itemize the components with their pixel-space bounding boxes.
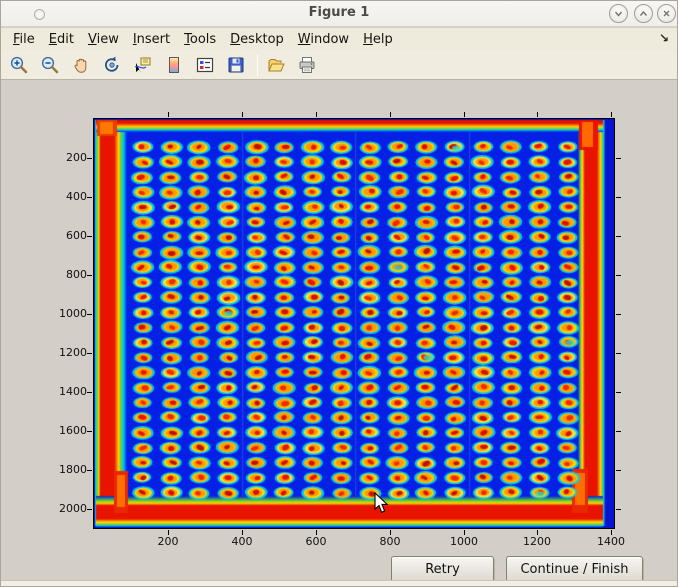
x-tick-top [168, 112, 169, 117]
y-tick [87, 197, 92, 198]
colorbar-icon[interactable] [162, 53, 186, 77]
y-tick-label: 1600 [59, 424, 87, 437]
y-tick [87, 392, 92, 393]
close-button[interactable] [657, 4, 676, 23]
y-tick [87, 353, 92, 354]
zoom-out-icon[interactable] [38, 53, 62, 77]
plate-heatmap-canvas[interactable] [94, 119, 614, 528]
x-tick-label: 400 [231, 535, 253, 548]
x-tick-label: 200 [157, 535, 179, 548]
x-tick-label: 1400 [597, 535, 625, 548]
y-tick-label: 1400 [59, 385, 87, 398]
y-tick [87, 470, 92, 471]
chevron-down-icon [614, 11, 623, 17]
x-tick-label: 800 [379, 535, 401, 548]
y-tick-label: 2000 [59, 502, 87, 515]
menu-item-tools[interactable]: Tools [184, 31, 217, 47]
x-tick-top [390, 112, 391, 117]
toolbar [1, 50, 677, 80]
y-tick-label: 800 [66, 268, 87, 281]
y-tick-right [616, 509, 621, 510]
window-title: Figure 1 [308, 5, 370, 20]
rotate-3d-icon[interactable] [100, 53, 124, 77]
minimize-button[interactable] [609, 4, 628, 23]
y-tick-right [616, 197, 621, 198]
menu-item-desktop[interactable]: Desktop [230, 31, 284, 47]
chevron-up-icon [639, 10, 648, 16]
retry-button[interactable]: Retry [391, 556, 494, 582]
save-icon[interactable] [224, 53, 248, 77]
x-tick [390, 530, 391, 535]
data-cursor-icon[interactable] [131, 53, 155, 77]
toolbar-separator [257, 53, 258, 76]
y-tick-right [616, 470, 621, 471]
window-bottom-edge [1, 580, 677, 586]
dock-figure-icon[interactable]: ↘ [658, 31, 669, 45]
y-tick-label: 400 [66, 190, 87, 203]
menubar: File Edit View Insert Tools Desktop Window Help… [1, 28, 677, 50]
x-tick-top [464, 112, 465, 117]
y-tick [87, 275, 92, 276]
x-tick-top [537, 112, 538, 117]
y-tick-label: 600 [66, 229, 87, 242]
x-tick [168, 530, 169, 535]
x-tick-top [316, 112, 317, 117]
plot-axes[interactable] [93, 118, 615, 529]
zoom-in-icon[interactable] [7, 53, 31, 77]
close-icon [663, 10, 670, 17]
legend-icon[interactable] [193, 53, 217, 77]
x-tick [537, 530, 538, 535]
y-tick [87, 236, 92, 237]
menu-item-edit[interactable]: Edit [48, 31, 74, 47]
menu-item-file[interactable]: File [13, 31, 35, 47]
x-tick [611, 530, 612, 535]
menu-item-view[interactable]: View [87, 31, 119, 47]
menu-item-insert[interactable]: Insert [132, 31, 171, 47]
x-tick [464, 530, 465, 535]
continue-finish-button[interactable]: Continue / Finish [506, 556, 643, 582]
y-tick [87, 314, 92, 315]
window-menu-button[interactable] [34, 9, 45, 20]
x-tick-top [611, 112, 612, 117]
x-tick-label: 1200 [523, 535, 551, 548]
y-tick [87, 431, 92, 432]
x-tick [316, 530, 317, 535]
x-tick [242, 530, 243, 535]
y-tick-right [616, 431, 621, 432]
y-tick-right [616, 275, 621, 276]
y-tick [87, 509, 92, 510]
y-tick-right [616, 158, 621, 159]
y-tick-label: 1800 [59, 463, 87, 476]
y-tick-label: 1200 [59, 346, 87, 359]
y-tick-label: 1000 [59, 307, 87, 320]
pan-hand-icon[interactable] [69, 53, 93, 77]
x-tick-top [242, 112, 243, 117]
window-titlebar: Figure 1 [1, 1, 677, 27]
figure-canvas-area: Retry Continue / Finish 200 400 600 800 1000… [1, 81, 677, 582]
y-tick-right [616, 392, 621, 393]
maximize-button[interactable] [634, 4, 653, 23]
x-tick-label: 1000 [450, 535, 478, 548]
menu-item-window[interactable]: Window [297, 31, 350, 47]
y-tick [87, 158, 92, 159]
y-tick-right [616, 353, 621, 354]
print-icon[interactable] [295, 53, 319, 77]
y-tick-label: 200 [66, 151, 87, 164]
y-tick-right [616, 314, 621, 315]
x-tick-label: 600 [305, 535, 327, 548]
y-tick-right [616, 236, 621, 237]
open-folder-icon[interactable] [264, 53, 288, 77]
menu-item-help[interactable]: Help [363, 31, 393, 47]
